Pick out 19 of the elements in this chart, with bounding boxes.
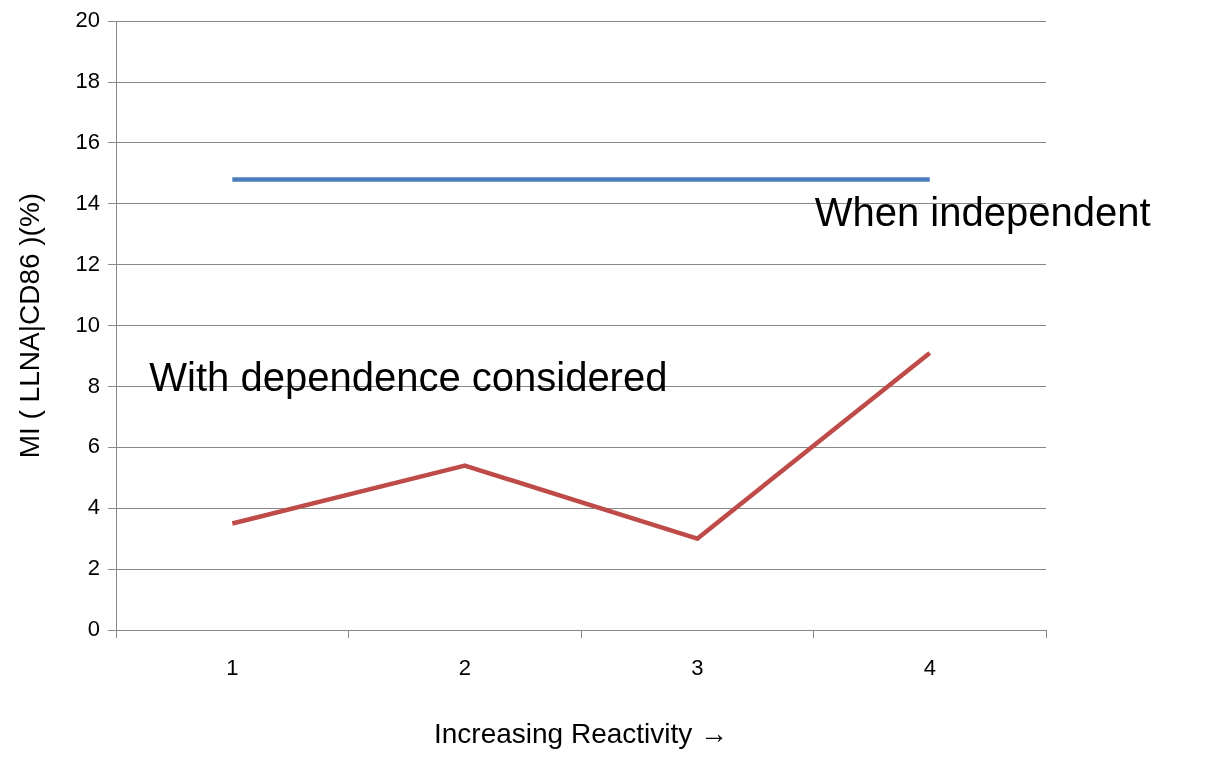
x-axis-title: Increasing Reactivity →	[433, 717, 729, 749]
y-tick-label: 6	[87, 433, 101, 459]
y-tick-label: 12	[75, 250, 101, 276]
series-label: When independent	[814, 189, 1151, 234]
y-tick-label: 0	[87, 616, 101, 642]
y-tick-label: 18	[75, 68, 101, 94]
y-tick-label: 4	[87, 494, 101, 520]
x-tick-label: 2	[458, 655, 471, 681]
text: With dependence considered	[149, 355, 668, 400]
x-tick-label: 4	[923, 655, 936, 681]
y-tick-label: 10	[75, 311, 101, 337]
y-tick-label: 2	[87, 555, 101, 581]
x-tick-label: 1	[226, 655, 239, 681]
y-axis-title: MI ( LLNA|CD86 )(%)	[13, 192, 45, 459]
y-tick-label: 20	[75, 7, 101, 33]
y-tick-label: 8	[87, 372, 101, 398]
y-tick-label: 16	[75, 129, 101, 155]
x-tick-label: 3	[691, 655, 704, 681]
y-tick-label: 14	[75, 189, 101, 215]
